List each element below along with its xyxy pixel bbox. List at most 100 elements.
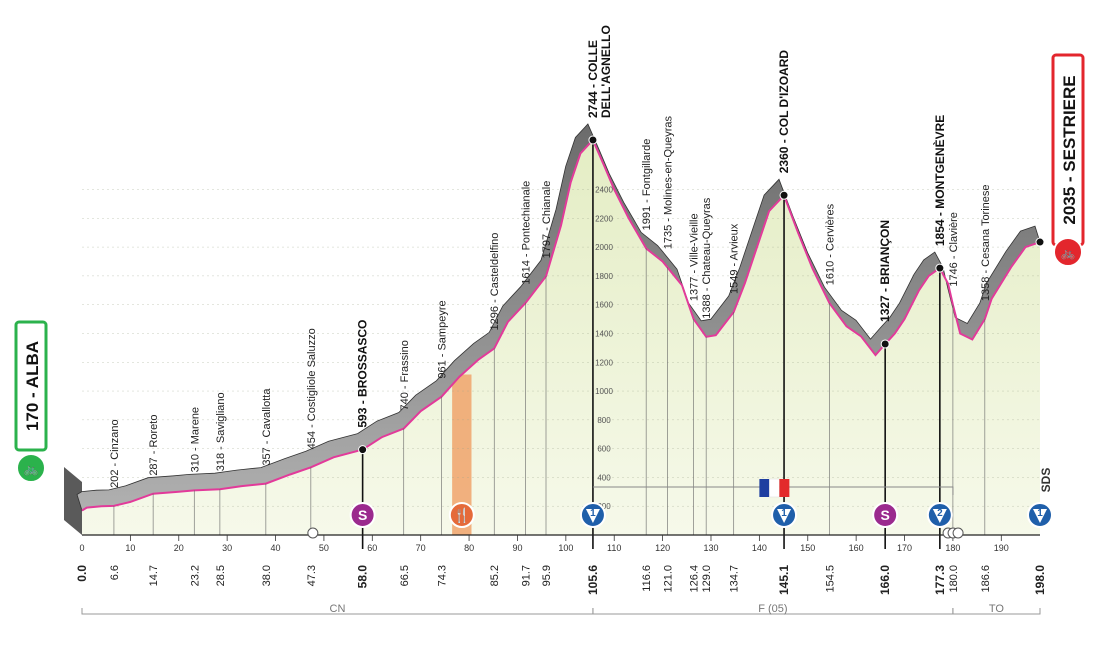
km-tick-label: 190	[994, 543, 1009, 553]
place-label: 202 - Cinzano	[109, 419, 121, 488]
sprint-marker	[872, 502, 899, 528]
start-bike-icon	[16, 453, 46, 483]
km-label: 14.7	[148, 565, 160, 586]
y-tick-1400: 1400	[595, 329, 613, 338]
km-label: 177.3	[933, 565, 947, 595]
marker-symbol: S	[358, 507, 367, 523]
km-tick-label: 30	[222, 543, 232, 553]
start-label: 170 - ALBA	[23, 341, 42, 431]
y-tick-400: 400	[597, 473, 611, 482]
y-tick-200: 200	[597, 502, 611, 511]
region-label: F (05)	[758, 603, 787, 615]
km-tick-label: 120	[655, 543, 670, 553]
place-label: 318 - Savigliano	[215, 392, 227, 471]
km-tick-label: 20	[174, 543, 184, 553]
km-label: 129.0	[701, 565, 713, 593]
intermediate-icon	[952, 527, 964, 539]
km-label: 154.5	[825, 565, 837, 593]
km-label: 145.1	[777, 565, 791, 595]
finish-dot	[1035, 237, 1045, 247]
place-label: 1797 - Chianale	[541, 181, 553, 259]
sprint-marker	[349, 502, 376, 528]
region-bracket	[952, 608, 1041, 615]
km-tick-label: 180	[945, 543, 960, 553]
km-axis-layer: 10 20 30 40 50 60 70 80 90 100 110 120 130 140 150 160 1…	[75, 478, 1047, 615]
km-tick-label: 100	[558, 543, 573, 553]
km-label: 28.5	[215, 565, 227, 586]
place-labels-layer: 202 - Cinzano 287 - Roreto 310 - Marene 318…	[109, 25, 992, 488]
kom-triangle	[585, 509, 600, 523]
place-label: 961 - Sampeyre	[436, 300, 448, 378]
marker-symbol: 1	[781, 508, 787, 519]
km-label: 66.5	[399, 565, 411, 586]
marker-symbol: S	[880, 507, 889, 523]
km-label: 198.0	[1033, 565, 1047, 595]
km-label: 74.3	[436, 565, 448, 586]
finish-label: 2035 - SESTRIERE	[1060, 75, 1079, 224]
place-label: 1991 - Fontgillarde	[641, 139, 653, 231]
place-label: 1377 - Ville-Vieille	[689, 213, 701, 301]
km-label: 186.6	[980, 565, 992, 593]
km-label: 105.6	[586, 565, 600, 595]
kom-triangle	[932, 509, 947, 523]
finish-bike-icon	[1053, 237, 1083, 267]
place-label: 1614 - Pontechianale	[521, 181, 533, 285]
kom-triangle	[777, 509, 792, 523]
marker-symbol: 🍴	[453, 507, 470, 524]
feed-marker	[448, 502, 475, 528]
y-tick-2000: 2000	[595, 243, 613, 252]
km-tick-label: 160	[849, 543, 864, 553]
y-tick-2400: 2400	[595, 186, 613, 195]
profile-base-side	[64, 467, 82, 535]
km-tick-label: 80	[464, 543, 474, 553]
km-tick-label: 50	[319, 543, 329, 553]
y-tick-1800: 1800	[595, 272, 613, 281]
brand-logo: SDS	[1039, 468, 1053, 493]
markers-layer: S 🍴 1 1 S 2 1	[307, 502, 1053, 539]
marker-symbol: 2	[937, 508, 943, 519]
km-label: 166.0	[878, 565, 892, 595]
km-label: 23.2	[189, 565, 201, 586]
km-label: 116.6	[641, 565, 653, 592]
summit-dot	[935, 263, 945, 273]
km-label: 0.0	[75, 565, 89, 582]
y-tick-1600: 1600	[595, 301, 613, 310]
km-label: 180.0	[948, 565, 960, 593]
place-label: 1296 - Casteldelfino	[489, 233, 501, 331]
region-label: TO	[989, 603, 1005, 615]
major-place-label: 2744 - COLLE	[586, 40, 600, 118]
km-tick-label: 70	[416, 543, 426, 553]
y-tick-600: 600	[597, 445, 611, 454]
border-line	[592, 486, 954, 495]
summit-dot	[779, 190, 789, 200]
marker-symbol: 1	[1037, 508, 1043, 519]
y-tick-1000: 1000	[595, 387, 613, 396]
km-tick-label: 150	[800, 543, 815, 553]
place-label: 287 - Roreto	[148, 415, 160, 476]
major-place-label: 1854 - MONTGENÈVRE	[932, 115, 947, 246]
km-label: 95.9	[541, 565, 553, 586]
km-tick-label: 40	[271, 543, 281, 553]
major-place-label-2: DELL'AGNELLO	[599, 25, 613, 118]
flag-red	[779, 479, 790, 497]
major-place-label: 1327 - BRIANÇON	[878, 220, 892, 322]
y-tick-1200: 1200	[595, 358, 613, 367]
km-tick-label: 130	[703, 543, 718, 553]
place-label: 357 - Cavallotta	[261, 388, 273, 466]
km-label: 6.6	[109, 565, 121, 580]
y-tick-800: 800	[597, 416, 611, 425]
intermediate-icon	[307, 527, 319, 539]
kom-triangle	[1033, 509, 1047, 523]
place-label: 1388 - Chateau-Queyras	[701, 197, 713, 319]
marker-symbol: 1	[590, 508, 596, 519]
flag-blue	[759, 479, 770, 497]
finish-bike-glyph: 🚲	[1061, 246, 1076, 260]
km-label: 134.7	[729, 565, 741, 593]
place-label: 1735 - Molines-en-Queyras	[662, 115, 674, 249]
km-label: 121.0	[662, 565, 674, 593]
place-label: 1549 - Arvieux	[729, 223, 741, 294]
place-label: 1358 - Cesana Torinese	[980, 184, 992, 301]
summit-dot	[588, 135, 598, 145]
km-tick-label: 140	[752, 543, 767, 553]
